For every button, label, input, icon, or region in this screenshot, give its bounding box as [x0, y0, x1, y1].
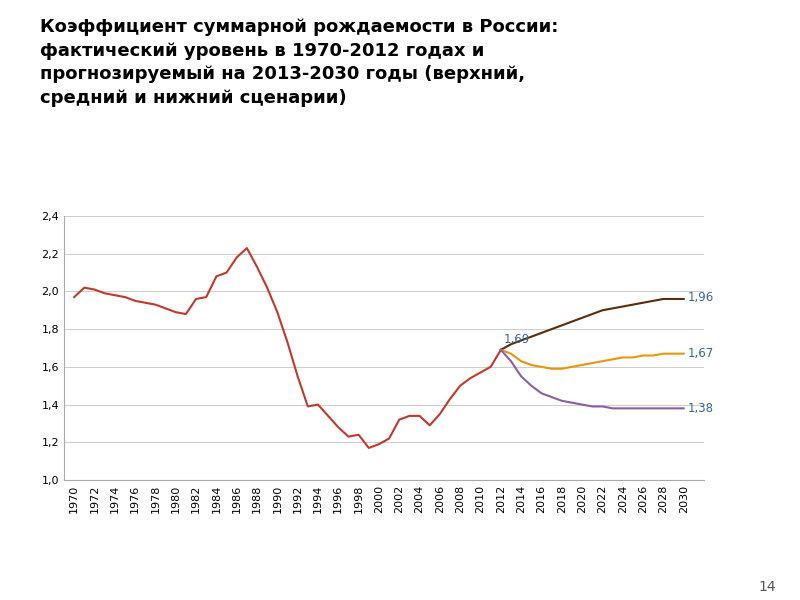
Text: 1,69: 1,69 [504, 333, 530, 346]
Text: 14: 14 [758, 580, 776, 594]
Text: 1,96: 1,96 [688, 290, 714, 304]
Text: Коэффициент суммарной рождаемости в России:
фактический уровень в 1970-2012 года: Коэффициент суммарной рождаемости в Росс… [40, 18, 558, 107]
Text: 1,67: 1,67 [688, 347, 714, 360]
Text: 1,38: 1,38 [688, 402, 714, 415]
